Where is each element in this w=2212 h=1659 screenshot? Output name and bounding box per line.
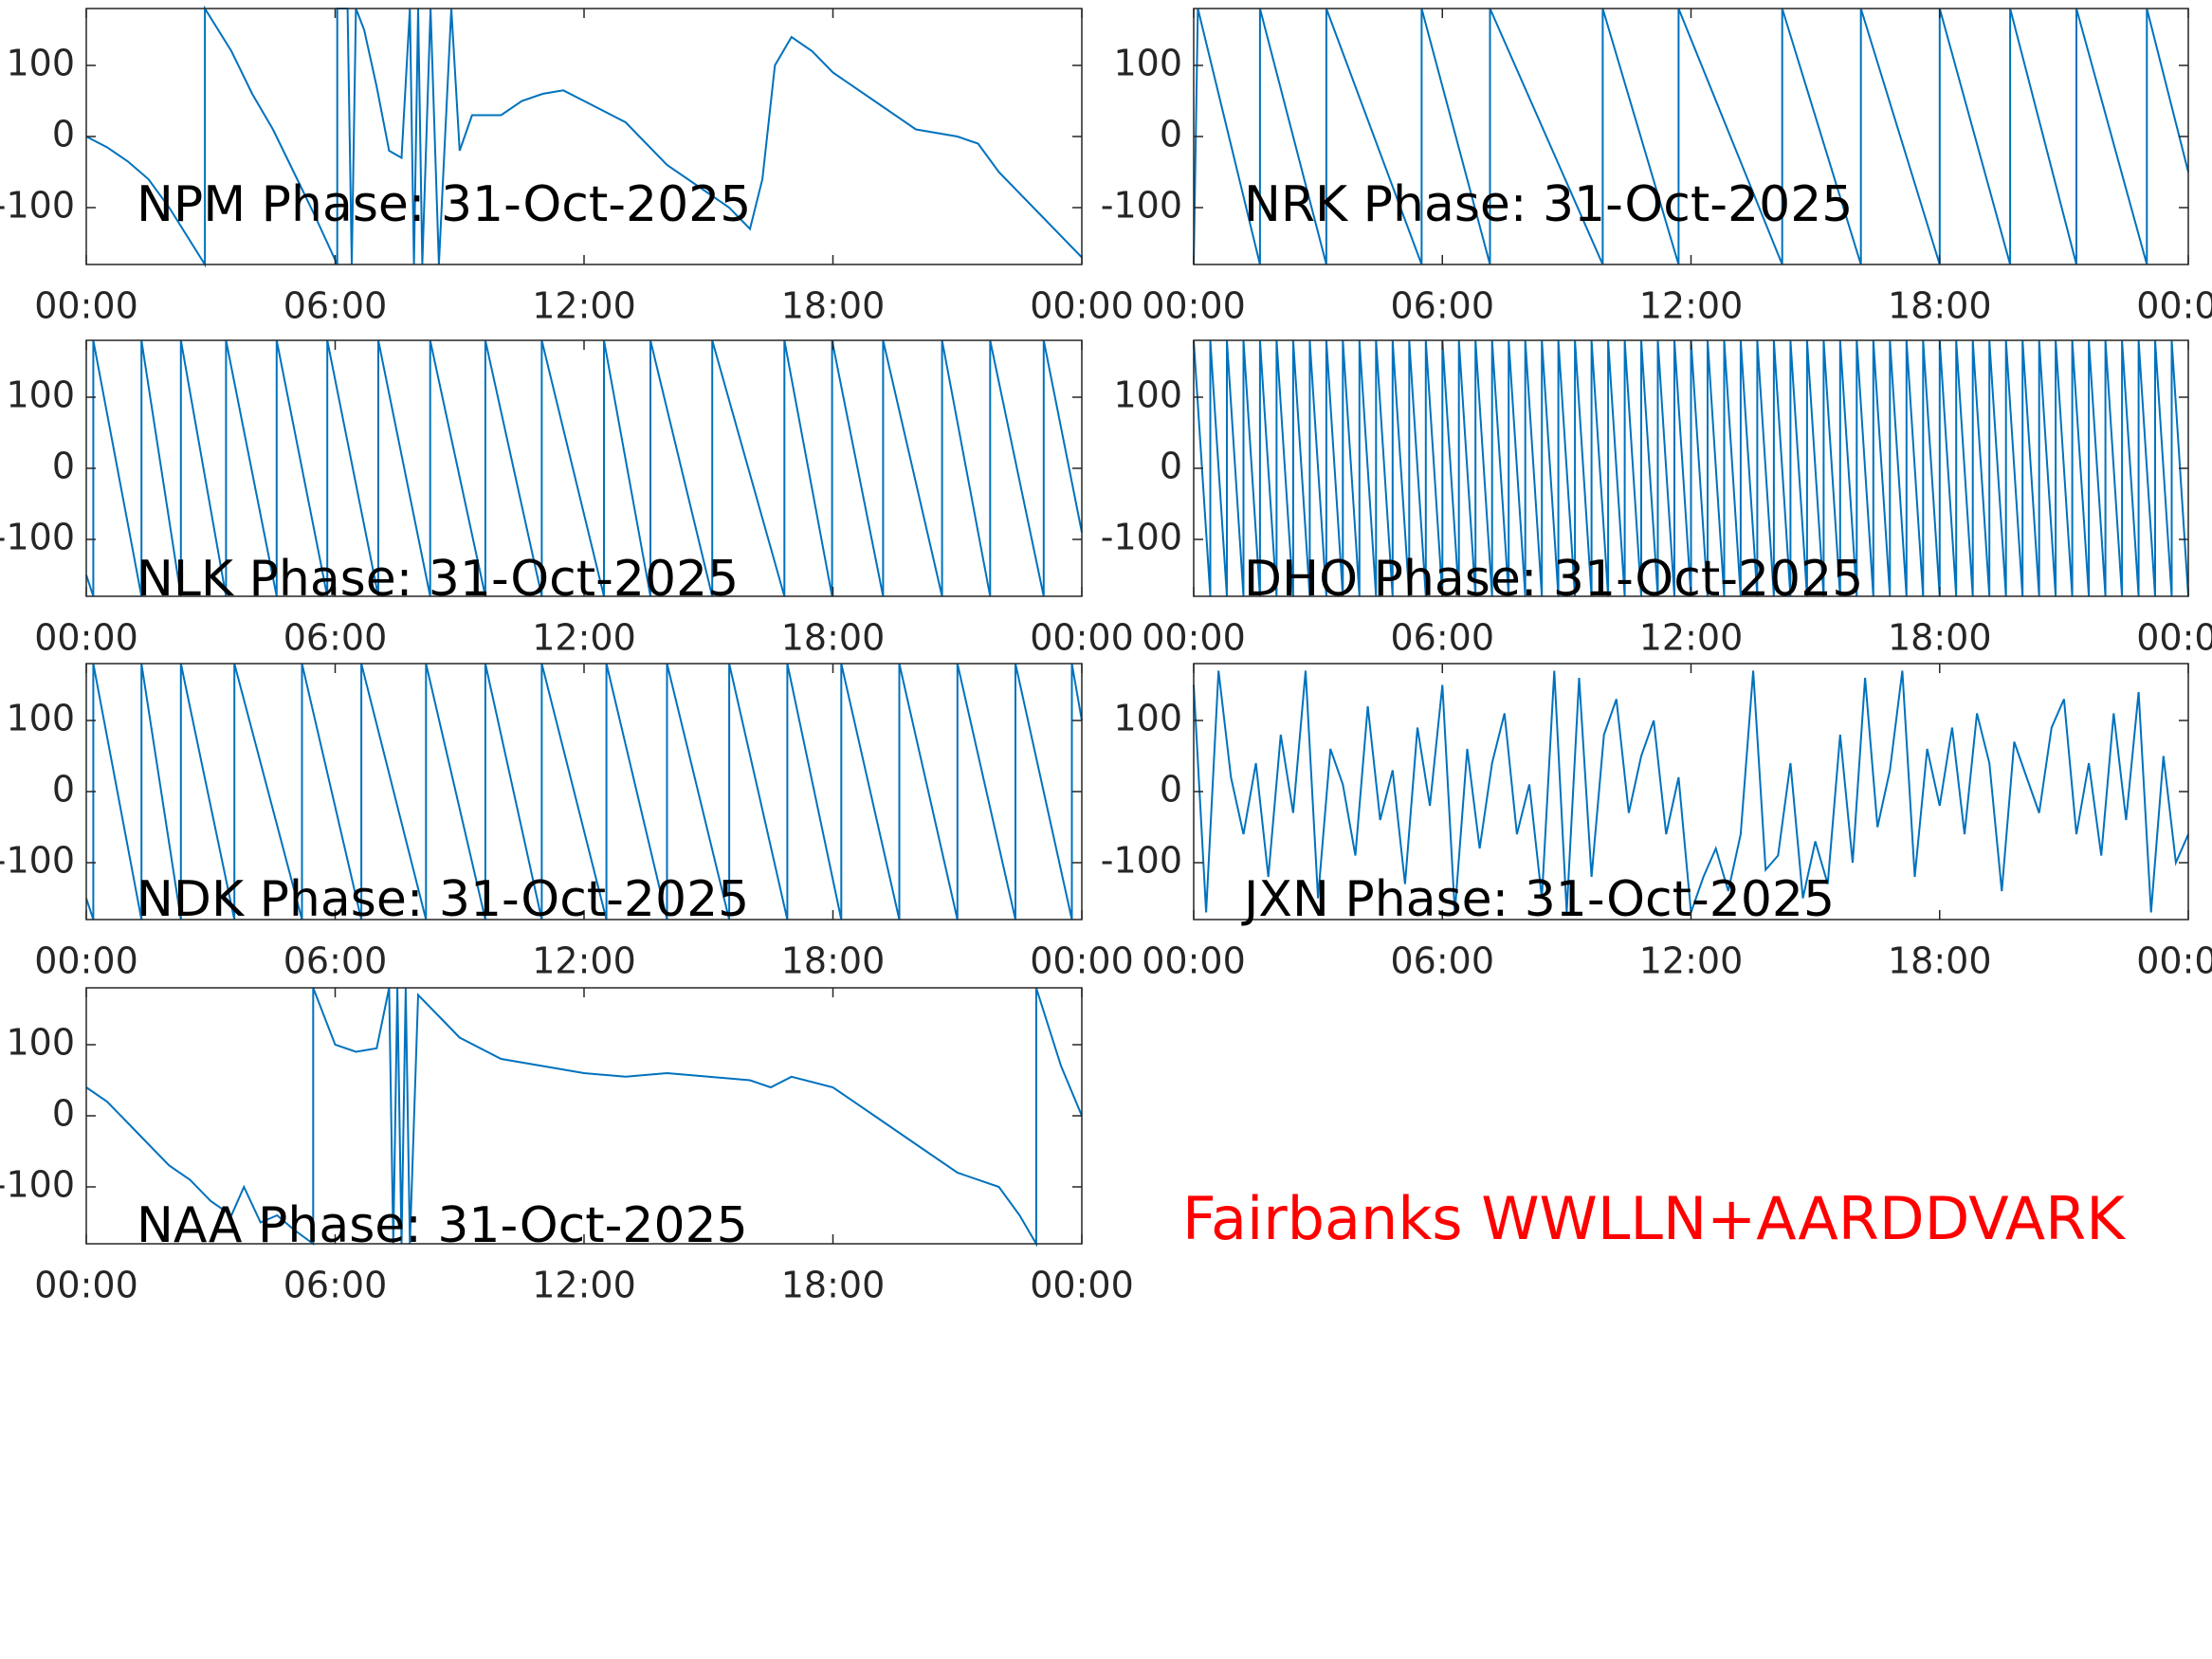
y-tick-label: 0 bbox=[1160, 114, 1182, 155]
x-tick-label: 00:00 bbox=[2136, 285, 2212, 327]
x-tick-label: 06:00 bbox=[1390, 940, 1494, 982]
x-tick-label: 00:00 bbox=[1142, 617, 1246, 659]
x-tick-label: 18:00 bbox=[781, 940, 886, 982]
x-tick-label: 00:00 bbox=[1142, 285, 1246, 327]
y-tick-label: 0 bbox=[52, 1093, 75, 1135]
y-tick-label: -100 bbox=[0, 185, 75, 227]
x-tick-label: 12:00 bbox=[1639, 617, 1744, 659]
panel-annotation: JXN Phase: 31-Oct-2025 bbox=[1241, 871, 1835, 928]
x-tick-label: 06:00 bbox=[283, 940, 388, 982]
x-tick-label: 00:00 bbox=[34, 617, 138, 659]
x-tick-label: 18:00 bbox=[781, 1265, 886, 1306]
panel-annotation: NRK Phase: 31-Oct-2025 bbox=[1244, 176, 1853, 233]
panel-annotation: NAA Phase: 31-Oct-2025 bbox=[137, 1197, 748, 1254]
y-tick-label: -100 bbox=[1101, 185, 1182, 227]
x-tick-label: 12:00 bbox=[1639, 285, 1744, 327]
phase-line bbox=[85, 5, 1083, 268]
y-tick-label: 0 bbox=[1160, 769, 1182, 811]
x-tick-label: 18:00 bbox=[1888, 617, 1992, 659]
x-tick-label: 06:00 bbox=[283, 1265, 388, 1306]
y-tick-label: 100 bbox=[1113, 374, 1182, 416]
y-tick-label: 100 bbox=[6, 698, 75, 739]
y-tick-label: -100 bbox=[1101, 840, 1182, 882]
phase-line bbox=[85, 339, 1083, 597]
y-tick-label: -100 bbox=[0, 840, 75, 882]
panel-annotation: NDK Phase: 31-Oct-2025 bbox=[137, 871, 749, 928]
y-tick-label: 0 bbox=[52, 114, 75, 155]
x-tick-label: 00:00 bbox=[1030, 617, 1134, 659]
x-tick-label: 00:00 bbox=[34, 285, 138, 327]
x-tick-label: 00:00 bbox=[2136, 617, 2212, 659]
y-tick-label: 100 bbox=[6, 1022, 75, 1064]
panel-annotation: DHO Phase: 31-Oct-2025 bbox=[1244, 551, 1863, 608]
x-tick-label: 00:00 bbox=[2136, 940, 2212, 982]
y-tick-label: 100 bbox=[6, 43, 75, 84]
y-tick-label: 0 bbox=[1160, 446, 1182, 487]
x-tick-label: 12:00 bbox=[1639, 940, 1744, 982]
y-tick-label: 0 bbox=[52, 446, 75, 487]
x-tick-label: 06:00 bbox=[1390, 285, 1494, 327]
x-tick-label: 12:00 bbox=[532, 1265, 636, 1306]
x-tick-label: 12:00 bbox=[532, 285, 636, 327]
y-tick-label: 100 bbox=[1113, 698, 1182, 739]
y-tick-label: -100 bbox=[0, 1164, 75, 1206]
y-tick-label: 0 bbox=[52, 769, 75, 811]
x-tick-label: 00:00 bbox=[34, 1265, 138, 1306]
x-tick-label: 12:00 bbox=[532, 940, 636, 982]
caption: Fairbanks WWLLN+AARDDVARK bbox=[1182, 1184, 2126, 1253]
panel-annotation: NPM Phase: 31-Oct-2025 bbox=[137, 176, 751, 233]
x-tick-label: 00:00 bbox=[34, 940, 138, 982]
panel-annotation: NLK Phase: 31-Oct-2025 bbox=[137, 551, 739, 608]
y-tick-label: 100 bbox=[6, 374, 75, 416]
x-tick-label: 12:00 bbox=[532, 617, 636, 659]
y-tick-label: 100 bbox=[1113, 43, 1182, 84]
x-tick-label: 00:00 bbox=[1030, 1265, 1134, 1306]
x-tick-label: 18:00 bbox=[1888, 285, 1992, 327]
y-tick-label: -100 bbox=[1101, 517, 1182, 558]
phase-line bbox=[1193, 339, 2189, 597]
x-tick-label: 00:00 bbox=[1030, 285, 1134, 327]
phase-line bbox=[85, 663, 1083, 921]
x-tick-label: 06:00 bbox=[283, 285, 388, 327]
x-tick-label: 06:00 bbox=[1390, 617, 1494, 659]
x-tick-label: 06:00 bbox=[283, 617, 388, 659]
y-tick-label: -100 bbox=[0, 517, 75, 558]
x-tick-label: 00:00 bbox=[1030, 940, 1134, 982]
x-tick-label: 00:00 bbox=[1142, 940, 1246, 982]
x-tick-label: 18:00 bbox=[781, 285, 886, 327]
x-tick-label: 18:00 bbox=[781, 617, 886, 659]
x-tick-label: 18:00 bbox=[1888, 940, 1992, 982]
